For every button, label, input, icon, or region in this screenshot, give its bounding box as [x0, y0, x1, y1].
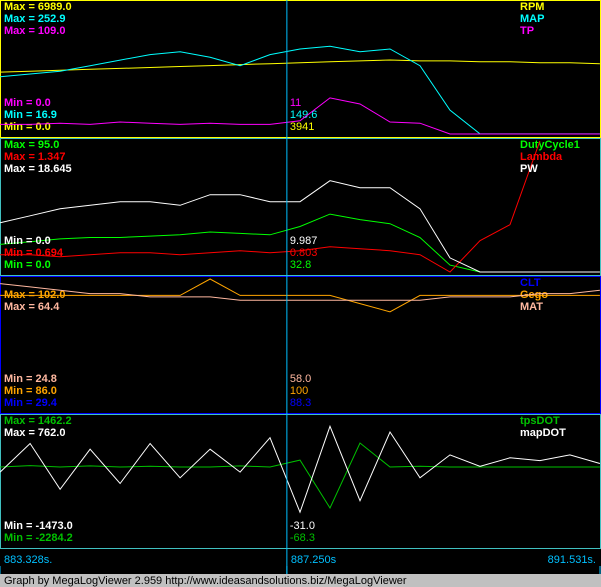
- series-name: CLT: [520, 277, 541, 289]
- trace: [0, 97, 600, 135]
- min-label: Min = 24.8: [4, 373, 57, 385]
- trace: [0, 283, 600, 301]
- cursor-value: 0.803: [290, 247, 318, 259]
- min-label: Min = 0.0: [4, 259, 51, 271]
- cursor-value: 3941: [290, 121, 314, 133]
- max-label: Max = 762.0: [4, 427, 65, 439]
- cursor-value: 9.987: [290, 235, 318, 247]
- min-label: Min = 29.4: [4, 397, 58, 409]
- min-label: Min = 0.0: [4, 121, 51, 133]
- footer-bar: [0, 574, 601, 587]
- cursor-value: -68.3: [290, 532, 315, 544]
- time-tick-label: 883.328s.: [4, 554, 52, 566]
- max-label: Max = 109.0: [4, 25, 65, 37]
- trace: [0, 442, 600, 510]
- cursor-value: 149.6: [290, 109, 318, 121]
- series-name: TP: [520, 25, 534, 37]
- max-label: Max = 102.0: [4, 289, 65, 301]
- series-name: PW: [520, 163, 538, 175]
- max-label: Max = 64.4: [4, 301, 60, 313]
- series-name: Lambda: [520, 151, 563, 163]
- trace: [0, 180, 600, 273]
- trace: [0, 140, 541, 273]
- series-name: RPM: [520, 1, 544, 13]
- trace: [0, 424, 601, 514]
- footer-text: Graph by MegaLogViewer 2.959 http://www.…: [4, 575, 407, 587]
- min-label: Min = 16.9: [4, 109, 57, 121]
- max-label: Max = 95.0: [4, 139, 59, 151]
- min-label: Min = -2284.2: [4, 532, 73, 544]
- min-label: Min = 0.0: [4, 235, 51, 247]
- trace: [0, 59, 600, 73]
- series-name: MAT: [520, 301, 543, 313]
- min-label: Min = 86.0: [4, 385, 57, 397]
- series-name: tpsDOT: [520, 415, 560, 427]
- min-label: Min = 0.694: [4, 247, 64, 259]
- min-label: Min = 0.0: [4, 97, 51, 109]
- max-label: Max = 6989.0: [4, 1, 72, 13]
- cursor-value: 100: [290, 385, 308, 397]
- max-label: Max = 1.347: [4, 151, 65, 163]
- series-name: DutyCycle1: [520, 139, 580, 151]
- time-tick-label: 887.250s: [291, 554, 337, 566]
- cursor-value: -31.0: [290, 520, 315, 532]
- max-label: Max = 252.9: [4, 13, 65, 25]
- min-label: Min = -1473.0: [4, 520, 73, 532]
- trace: [0, 278, 600, 313]
- series-name: MAP: [520, 13, 544, 25]
- cursor-value: 11: [290, 97, 301, 109]
- series-name: mapDOT: [520, 427, 566, 439]
- time-axis-area: [0, 549, 601, 574]
- time-tick-label: 891.531s.: [548, 554, 596, 566]
- series-name: Gego: [520, 289, 548, 301]
- max-label: Max = 1462.2: [4, 415, 72, 427]
- max-label: Max = 18.645: [4, 163, 72, 175]
- cursor-value: 58.0: [290, 373, 311, 385]
- cursor-value: 88.3: [290, 397, 311, 409]
- cursor-value: 32.8: [290, 259, 311, 271]
